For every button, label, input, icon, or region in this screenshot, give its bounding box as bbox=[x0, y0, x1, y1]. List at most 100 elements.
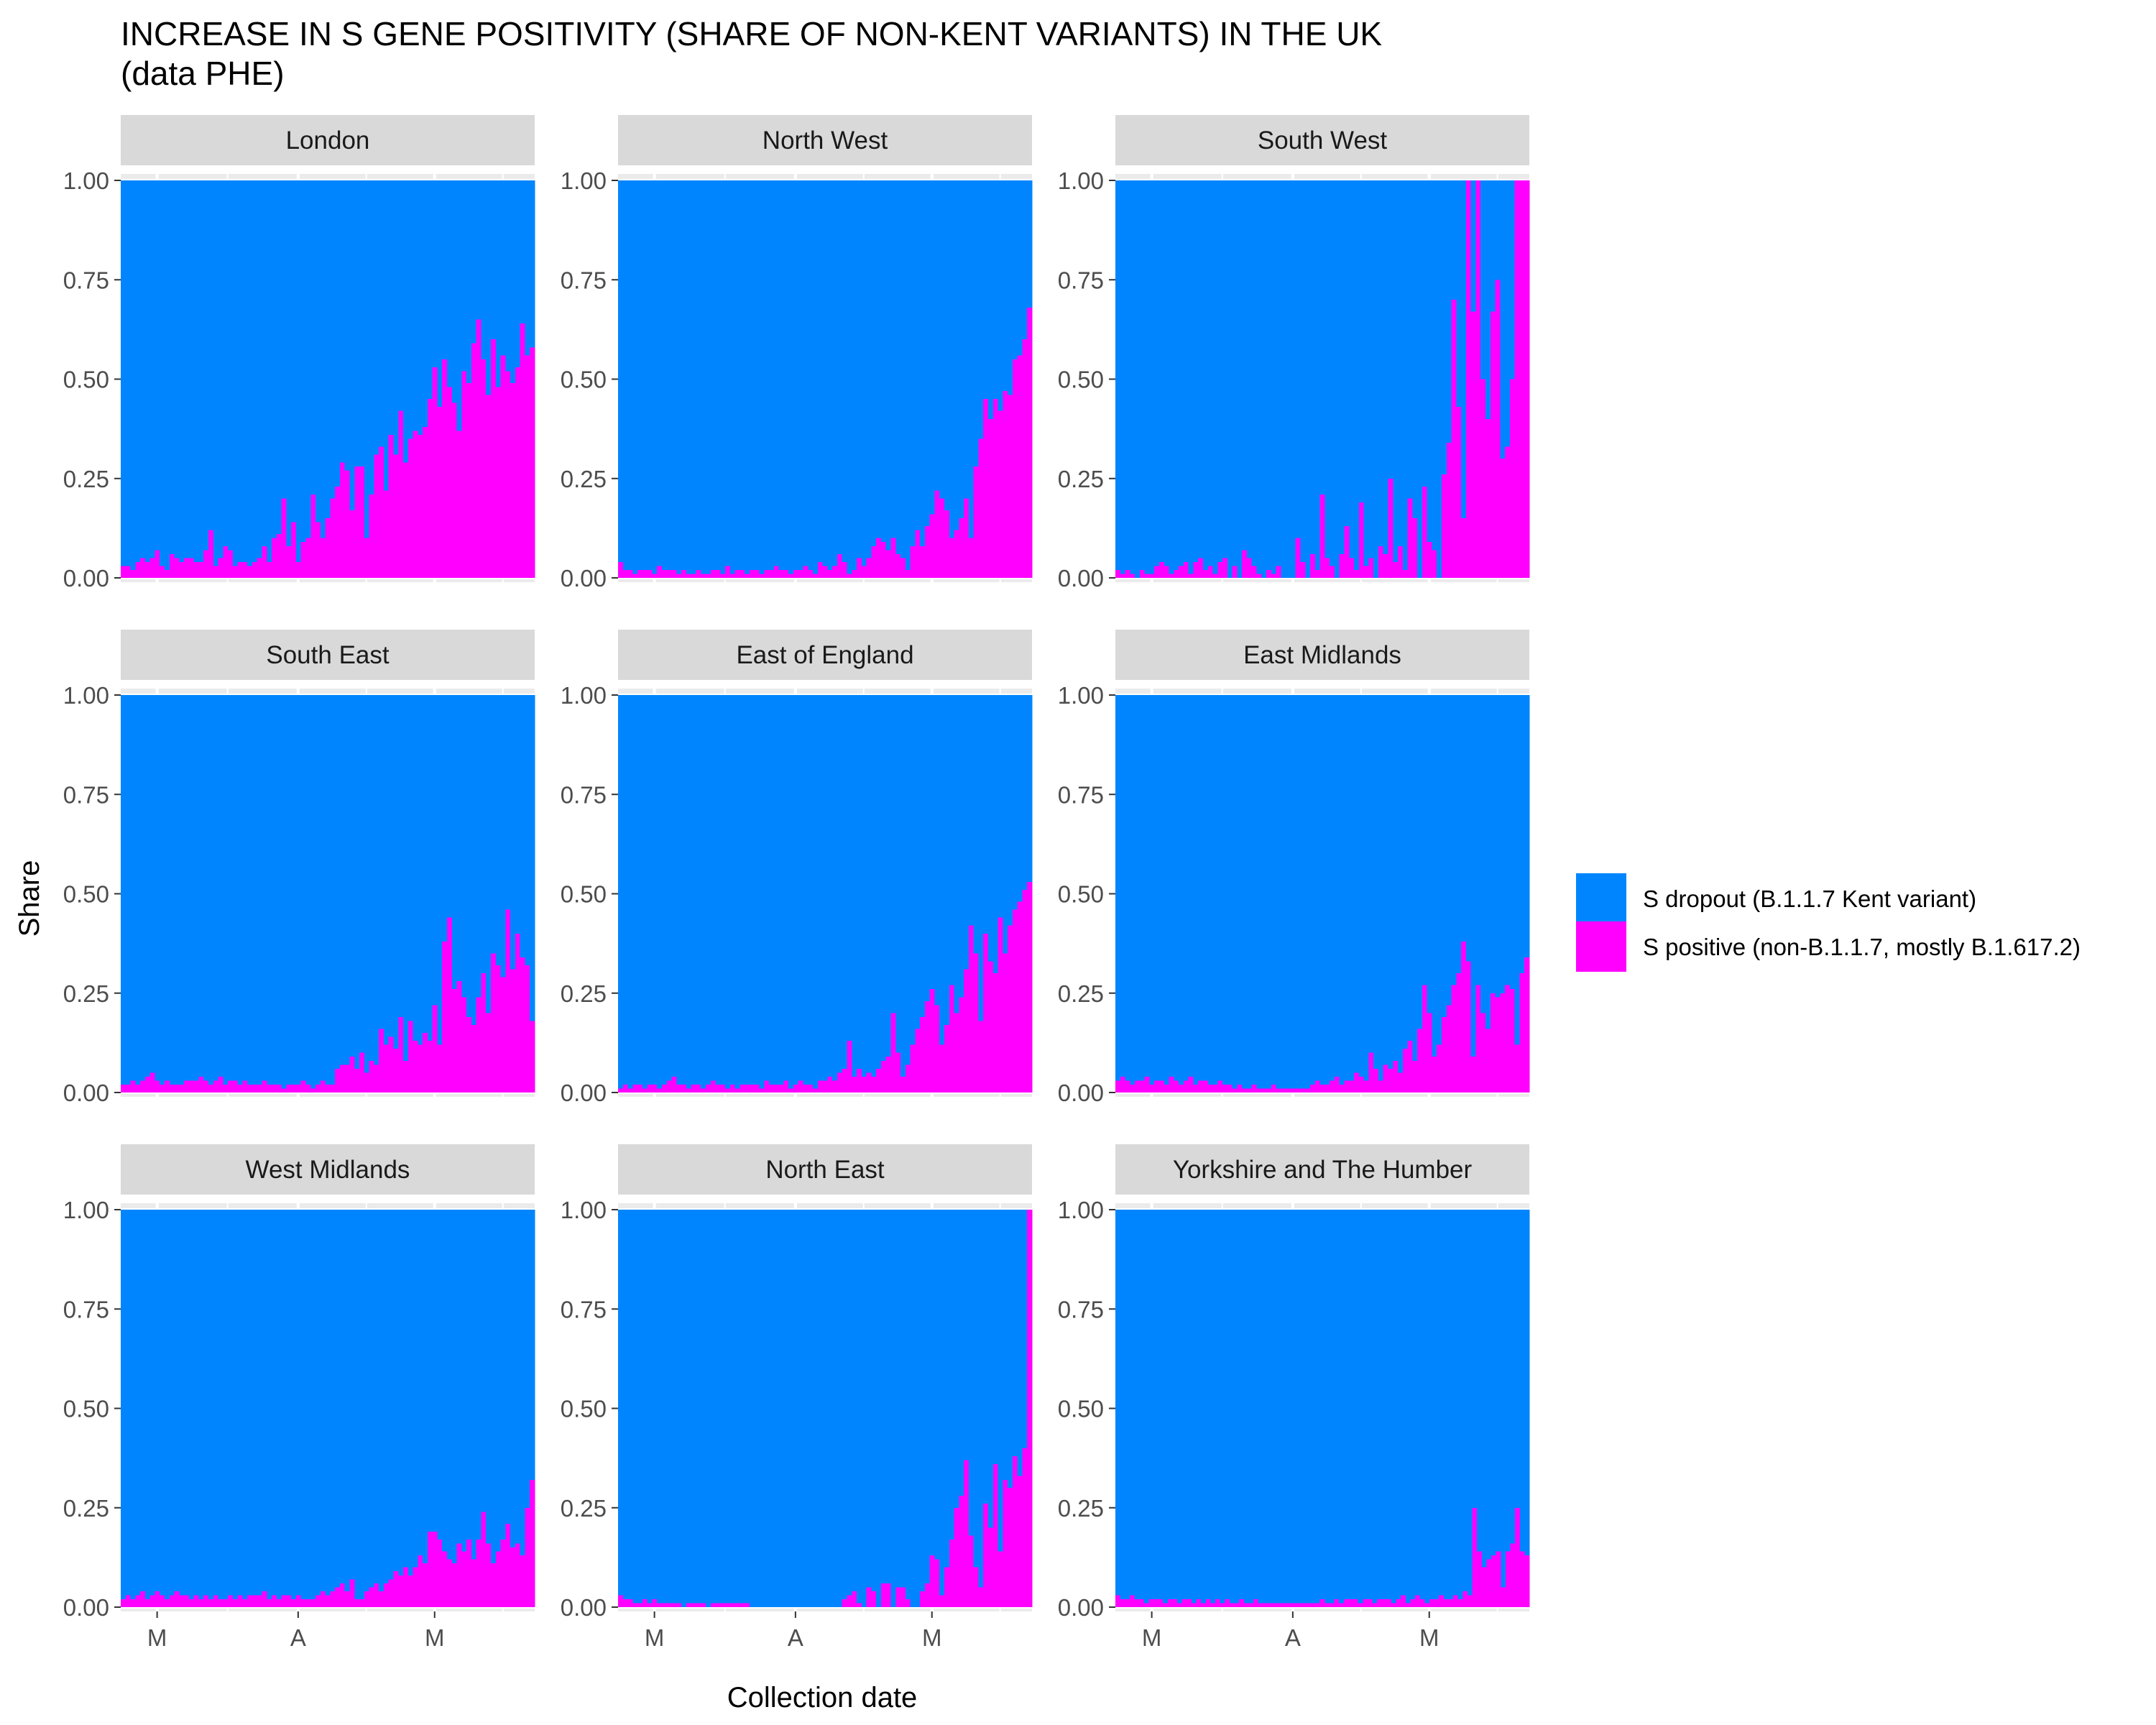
bar-s-dropout bbox=[1358, 695, 1365, 1077]
bar-s-positive bbox=[842, 1068, 848, 1092]
bar-s-positive bbox=[1378, 1080, 1384, 1092]
bar-s-dropout bbox=[286, 695, 292, 1085]
y-tick-label: 0.00 bbox=[63, 1080, 109, 1106]
bar-s-positive bbox=[691, 1603, 697, 1607]
bar-s-dropout bbox=[1248, 1210, 1254, 1604]
bar-s-dropout bbox=[174, 1210, 180, 1591]
bar-s-dropout bbox=[1439, 1210, 1445, 1596]
bar-s-dropout bbox=[1462, 1210, 1468, 1591]
bar-s-dropout bbox=[978, 695, 984, 1021]
bar-s-positive bbox=[622, 1598, 629, 1607]
bar-s-positive bbox=[374, 1064, 379, 1092]
bar-s-positive bbox=[729, 1603, 736, 1607]
bar-s-dropout bbox=[759, 695, 765, 1089]
bar-s-dropout bbox=[1198, 180, 1204, 558]
bar-s-positive bbox=[1314, 1080, 1321, 1092]
bar-s-positive bbox=[295, 1595, 302, 1607]
bar-s-dropout bbox=[910, 180, 916, 546]
bar-s-positive bbox=[174, 1084, 180, 1092]
bar-s-positive bbox=[1222, 558, 1228, 578]
bar-s-positive bbox=[954, 1013, 959, 1092]
bar-s-dropout bbox=[476, 180, 482, 320]
bar-s-dropout bbox=[500, 180, 506, 356]
bar-s-positive bbox=[1349, 1080, 1355, 1092]
bar-s-dropout bbox=[437, 1210, 443, 1540]
bar-s-positive bbox=[895, 553, 901, 578]
bar-s-positive bbox=[1266, 1088, 1272, 1092]
bar-s-positive bbox=[418, 434, 423, 578]
bar-s-dropout bbox=[837, 1210, 843, 1607]
bar-s-dropout bbox=[900, 1210, 906, 1588]
bar-s-dropout bbox=[1251, 180, 1258, 566]
bar-s-positive bbox=[1242, 1088, 1248, 1092]
bar-s-positive bbox=[471, 1024, 477, 1092]
bar-s-dropout bbox=[1272, 1210, 1278, 1604]
bar-s-positive bbox=[964, 969, 969, 1092]
bar-s-dropout bbox=[491, 1210, 497, 1564]
bar-s-dropout bbox=[652, 695, 658, 1085]
bar-s-dropout bbox=[1256, 180, 1262, 574]
y-tick-label: 0.00 bbox=[1058, 1594, 1104, 1621]
bar-s-positive bbox=[476, 1539, 482, 1607]
bar-s-positive bbox=[725, 1088, 731, 1092]
bar-s-dropout bbox=[842, 1210, 848, 1599]
bar-s-positive bbox=[618, 561, 624, 578]
bar-s-positive bbox=[876, 538, 882, 578]
bar-s-positive bbox=[1434, 1598, 1439, 1607]
bar-s-dropout bbox=[125, 180, 132, 566]
bar-s-positive bbox=[998, 1551, 1003, 1607]
bar-s-positive bbox=[247, 1084, 253, 1092]
bar-s-dropout bbox=[1358, 1210, 1363, 1604]
bar-s-dropout bbox=[964, 180, 969, 499]
x-tick-label: A bbox=[1285, 1624, 1301, 1651]
bar-s-positive bbox=[1353, 1598, 1359, 1607]
bar-s-positive bbox=[1344, 526, 1350, 578]
bar-s-dropout bbox=[315, 180, 321, 523]
bar-s-dropout bbox=[954, 180, 959, 530]
bar-s-dropout bbox=[1188, 180, 1194, 574]
bar-s-positive bbox=[510, 969, 516, 1092]
bar-s-positive bbox=[1383, 553, 1389, 578]
bar-s-positive bbox=[978, 438, 984, 578]
bar-s-dropout bbox=[1377, 1210, 1383, 1599]
bar-s-positive bbox=[1514, 180, 1521, 578]
bar-s-dropout bbox=[1470, 695, 1477, 1057]
bar-s-positive bbox=[734, 569, 741, 578]
bar-s-dropout bbox=[140, 695, 146, 1081]
bar-s-dropout bbox=[740, 695, 745, 1085]
bar-s-positive bbox=[983, 933, 989, 1092]
bar-s-positive bbox=[866, 558, 872, 578]
bar-s-positive bbox=[447, 917, 453, 1092]
bar-s-positive bbox=[754, 569, 760, 578]
bar-s-positive bbox=[1480, 379, 1486, 578]
bar-s-positive bbox=[281, 498, 287, 578]
bar-s-positive bbox=[1232, 566, 1238, 578]
bar-s-dropout bbox=[1271, 695, 1277, 1085]
bar-s-dropout bbox=[847, 1210, 852, 1596]
bar-s-dropout bbox=[232, 180, 239, 566]
bar-s-positive bbox=[1003, 953, 1008, 1092]
bar-s-dropout bbox=[1401, 1210, 1406, 1596]
bar-s-dropout bbox=[432, 1210, 438, 1532]
bar-s-positive bbox=[272, 538, 277, 578]
bar-s-dropout bbox=[1300, 695, 1306, 1089]
bar-s-dropout bbox=[1422, 180, 1428, 487]
bar-s-positive bbox=[1432, 550, 1437, 578]
bar-s-dropout bbox=[1139, 1210, 1145, 1599]
bar-s-dropout bbox=[295, 1210, 302, 1596]
bar-s-positive bbox=[1212, 1084, 1218, 1092]
bar-s-positive bbox=[203, 550, 209, 578]
bar-s-dropout bbox=[1330, 695, 1335, 1081]
bar-s-dropout bbox=[1003, 1210, 1008, 1481]
bar-s-dropout bbox=[813, 1210, 819, 1607]
bar-s-positive bbox=[466, 1539, 472, 1607]
bar-s-dropout bbox=[525, 1210, 530, 1508]
bar-s-positive bbox=[295, 561, 302, 578]
bar-s-positive bbox=[1485, 1029, 1491, 1092]
bar-s-dropout bbox=[1183, 180, 1189, 562]
bar-s-dropout bbox=[155, 180, 160, 551]
y-tick-label: 0.50 bbox=[63, 367, 109, 393]
bar-s-positive bbox=[964, 498, 969, 578]
bar-s-positive bbox=[1149, 1084, 1155, 1092]
